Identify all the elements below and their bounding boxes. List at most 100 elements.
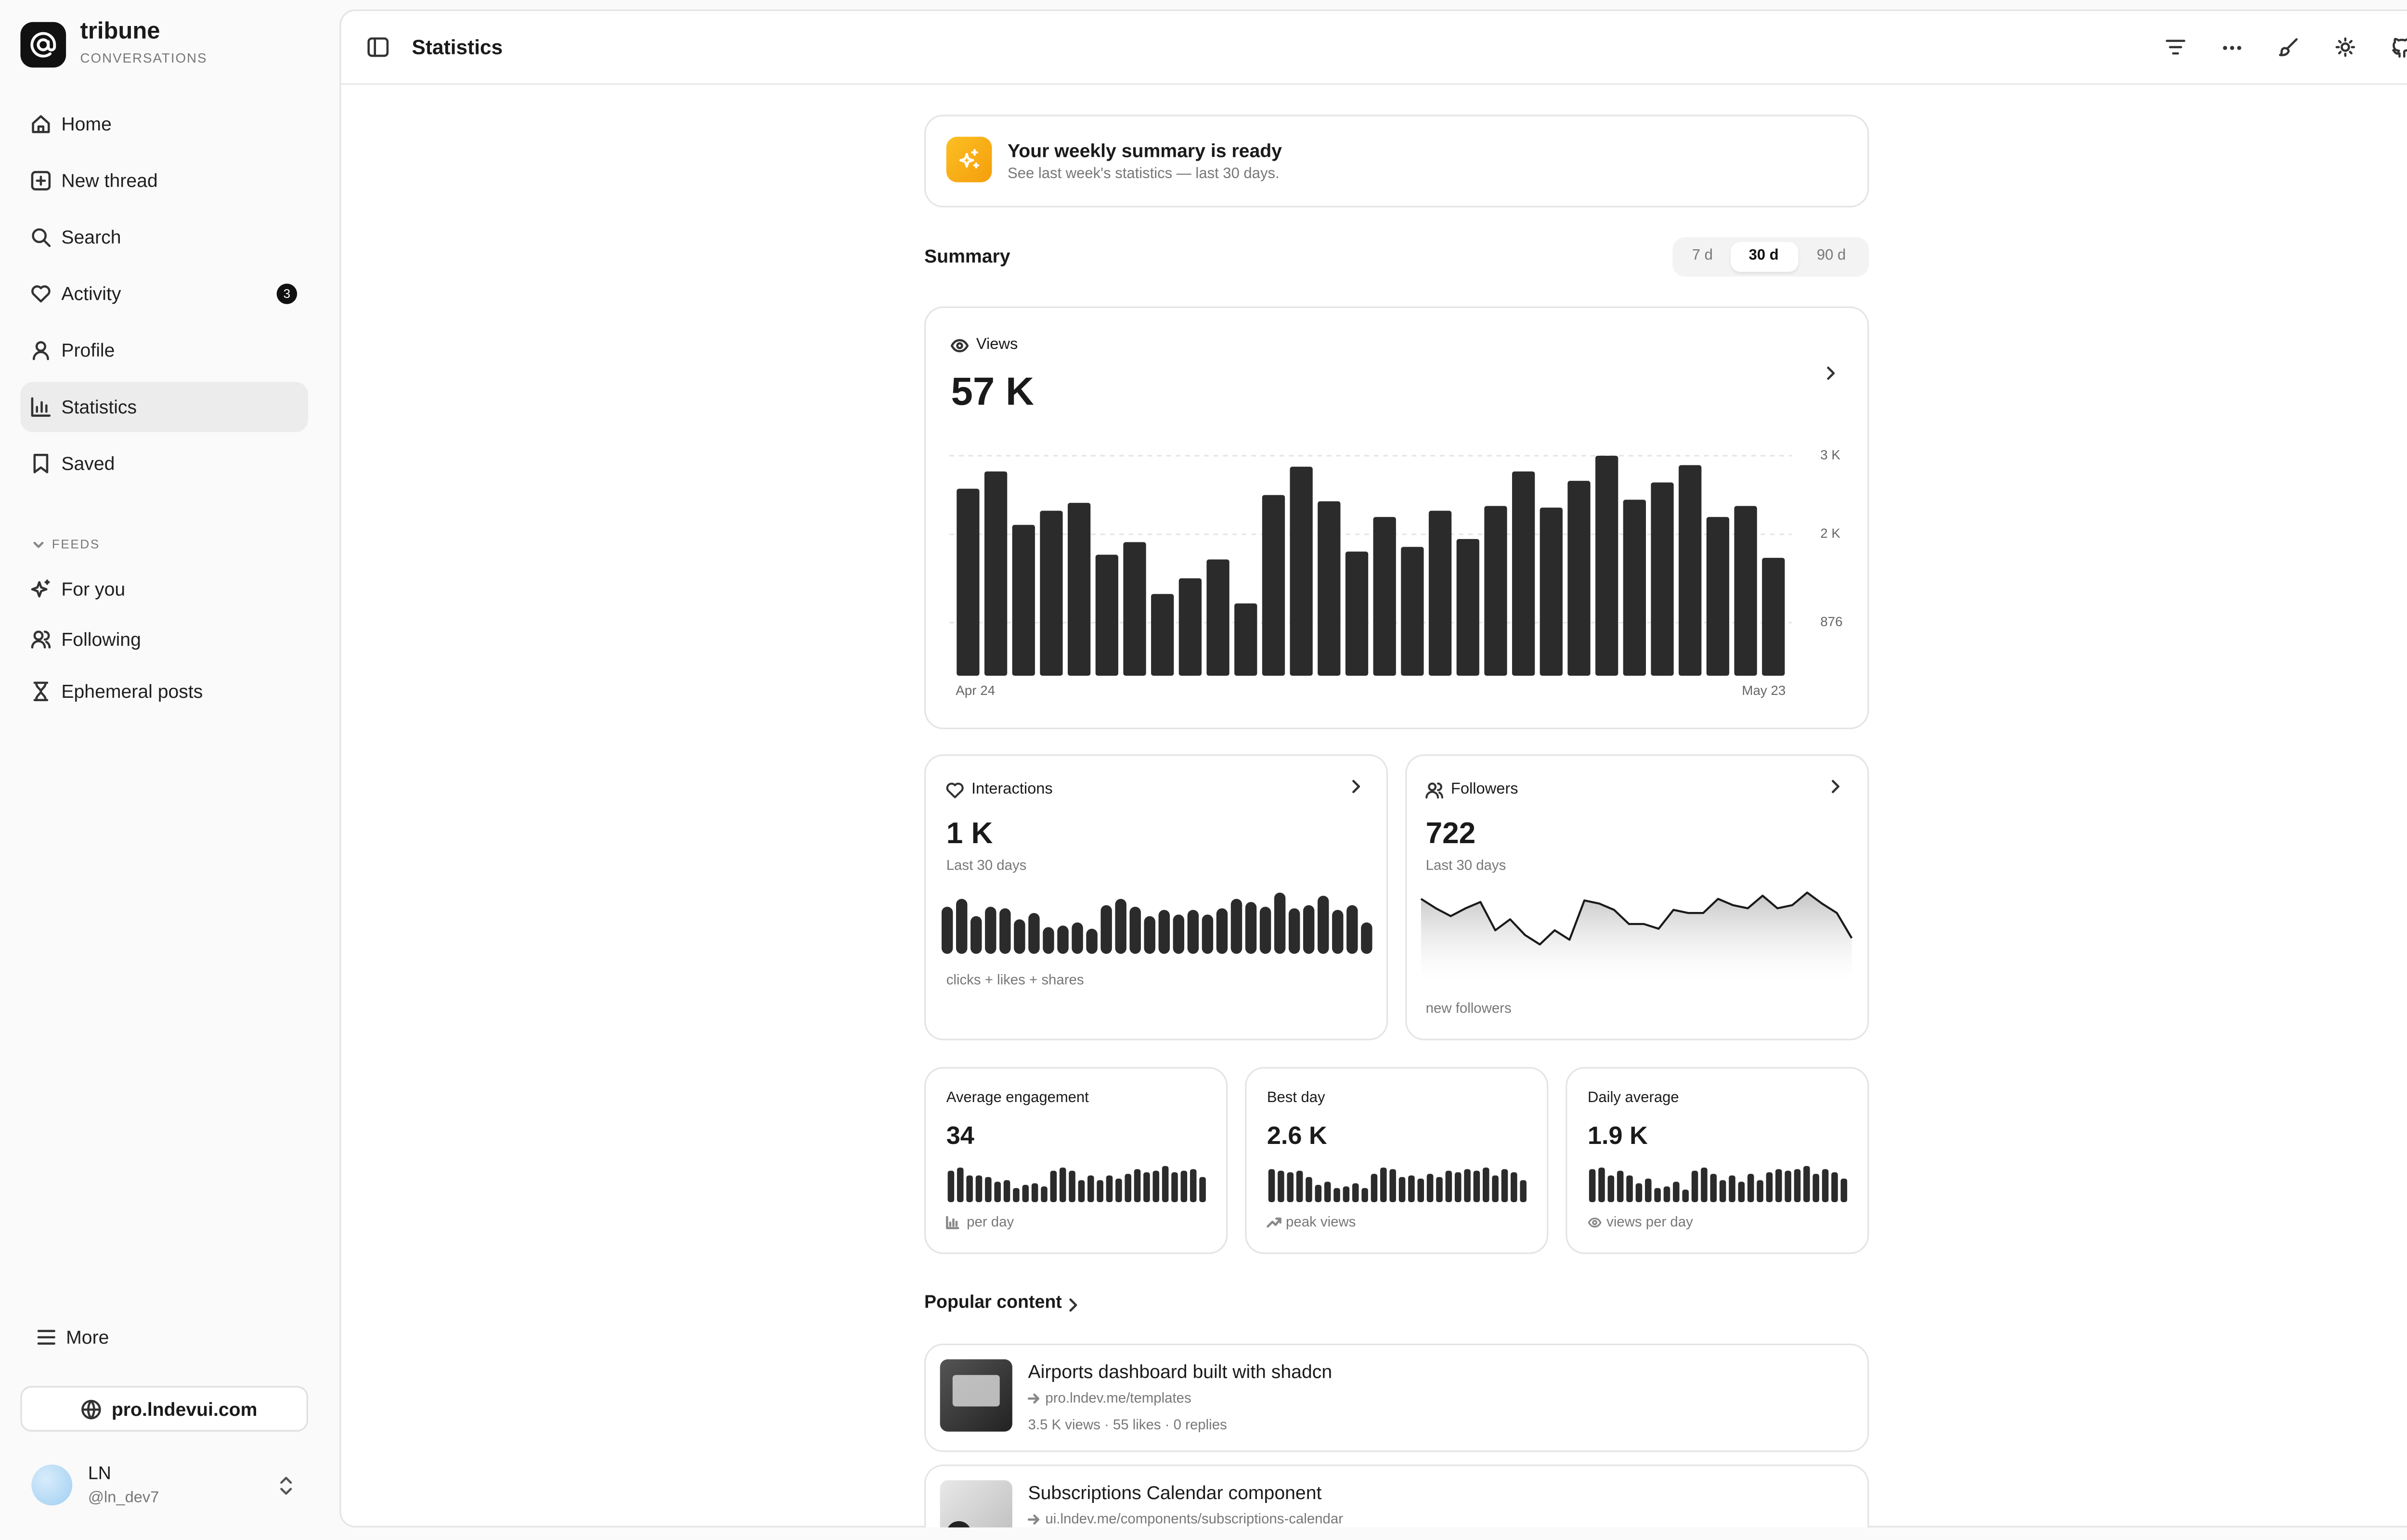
content-link[interactable]: pro.lndev.me/templates [1045, 1390, 1191, 1406]
globe-icon [81, 1399, 101, 1420]
chart-icon [946, 1216, 959, 1230]
thumbnail [940, 1480, 1012, 1527]
stat-card [924, 1067, 1228, 1254]
range-option[interactable]: 90 d [1816, 247, 1846, 265]
range-active-bg [1731, 242, 1799, 272]
feeds-heading[interactable]: FEEDS [52, 537, 100, 552]
ephemeral-icon [33, 681, 49, 701]
stat-note: per day [967, 1214, 1014, 1230]
feed-item[interactable]: Following [61, 629, 141, 651]
views-card[interactable] [924, 306, 1869, 730]
following-icon [31, 630, 51, 649]
avatar[interactable] [31, 1464, 73, 1506]
statistics-icon [31, 397, 51, 417]
content-item[interactable] [924, 1343, 1869, 1452]
interactions-card[interactable] [924, 754, 1388, 1040]
stat-note: peak views [1286, 1214, 1356, 1230]
more-icon[interactable] [2223, 46, 2241, 51]
users-icon [1425, 783, 1443, 799]
interactions-note: clicks + likes + shares [946, 972, 1084, 988]
github-icon[interactable] [2392, 38, 2407, 58]
arrow-icon [1027, 1393, 1040, 1404]
site-link[interactable]: pro.lndevui.com [111, 1399, 258, 1421]
brand: tribune [80, 18, 160, 45]
site-button[interactable] [20, 1386, 309, 1432]
stat-label: Average engagement [946, 1089, 1089, 1107]
user-handle: @ln_dev7 [88, 1489, 159, 1507]
header-divider [341, 83, 2407, 85]
eye-icon [950, 339, 969, 353]
followers-note: new followers [1425, 1000, 1512, 1016]
banner-title: Your weekly summary is ready [1008, 140, 1282, 162]
search-icon [32, 228, 51, 247]
interactions-period: Last 30 days [946, 857, 1027, 873]
profile-icon [32, 341, 49, 360]
content-link[interactable]: ui.lndev.me/components/subscriptions-cal… [1045, 1511, 1343, 1527]
thumbnail-detail [946, 1521, 971, 1527]
badge: 3 [276, 283, 298, 304]
interactions-label: Interactions [971, 781, 1053, 798]
theme-icon[interactable] [2335, 37, 2355, 57]
stat-label: Daily average [1587, 1089, 1679, 1107]
more[interactable]: More [66, 1326, 109, 1348]
followers-period: Last 30 days [1425, 857, 1506, 873]
banner-icon [959, 149, 979, 169]
views-total: 57 K [951, 370, 1034, 414]
feed-item[interactable]: For you [61, 578, 126, 601]
stat-value: 34 [946, 1123, 974, 1151]
range-option[interactable]: 7 d [1692, 247, 1713, 265]
logo [20, 22, 66, 68]
stat-value: 1.9 K [1587, 1123, 1648, 1151]
summary-banner[interactable] [924, 115, 1869, 208]
views-label: Views [976, 336, 1018, 354]
thumbnail [940, 1359, 1012, 1432]
new-thread-icon [31, 171, 51, 191]
feed-item[interactable]: Ephemeral posts [61, 680, 203, 703]
followers-total: 722 [1425, 818, 1476, 851]
activity-icon [31, 285, 51, 303]
nav-item[interactable]: Home [61, 113, 112, 135]
content-title[interactable]: Subscriptions Calendar component [1028, 1482, 1322, 1504]
summary-title: Summary [924, 245, 1010, 268]
chevron-right[interactable] [1831, 780, 1841, 794]
eye-icon [1588, 1218, 1602, 1228]
active-nav-bg [20, 382, 309, 432]
stat-note: views per day [1606, 1214, 1693, 1230]
switcher-icon[interactable] [280, 1476, 292, 1495]
arrow-icon [1027, 1514, 1040, 1525]
banner-icon-bg [946, 137, 992, 182]
chevron-right[interactable] [1826, 366, 1836, 380]
interactions-total: 1 K [946, 818, 993, 851]
stat-card [1566, 1067, 1869, 1254]
filter-icon[interactable] [2165, 39, 2186, 55]
brush-icon[interactable] [2279, 38, 2298, 56]
thumbnail-screen [952, 1375, 1000, 1407]
stat-card [1245, 1067, 1549, 1254]
chevron-right[interactable] [1352, 780, 1361, 794]
popular-title[interactable]: Popular content [924, 1294, 1062, 1313]
followers-label: Followers [1450, 781, 1518, 798]
brand-sub: CONVERSATIONS [80, 50, 207, 66]
page-title: Statistics [412, 35, 503, 59]
nav-item[interactable]: Saved [61, 452, 115, 475]
nav-item[interactable]: Activity [61, 282, 121, 305]
content-meta: 3.5 K views · 55 likes · 0 replies [1028, 1416, 1227, 1433]
stat-label: Best day [1267, 1089, 1325, 1107]
sidebar-toggle[interactable] [367, 37, 389, 57]
heart-icon [946, 783, 964, 798]
nav-item[interactable]: Profile [61, 339, 115, 362]
menu-icon [37, 1330, 55, 1345]
chevron-right[interactable] [1069, 1298, 1078, 1312]
user-name: LN [88, 1465, 111, 1484]
content-title[interactable]: Airports dashboard built with shadcn [1028, 1360, 1333, 1383]
popular-list: Airports dashboard built with shadcn pro… [924, 1343, 1869, 1527]
nav-item[interactable]: Search [61, 226, 121, 248]
nav-item[interactable]: New thread [61, 169, 158, 192]
for-you-icon [31, 579, 50, 598]
range-option[interactable]: 30 d [1748, 247, 1779, 265]
logo-icon [30, 32, 56, 58]
nav-item[interactable]: Statistics [61, 396, 137, 418]
content-item[interactable] [924, 1464, 1869, 1527]
